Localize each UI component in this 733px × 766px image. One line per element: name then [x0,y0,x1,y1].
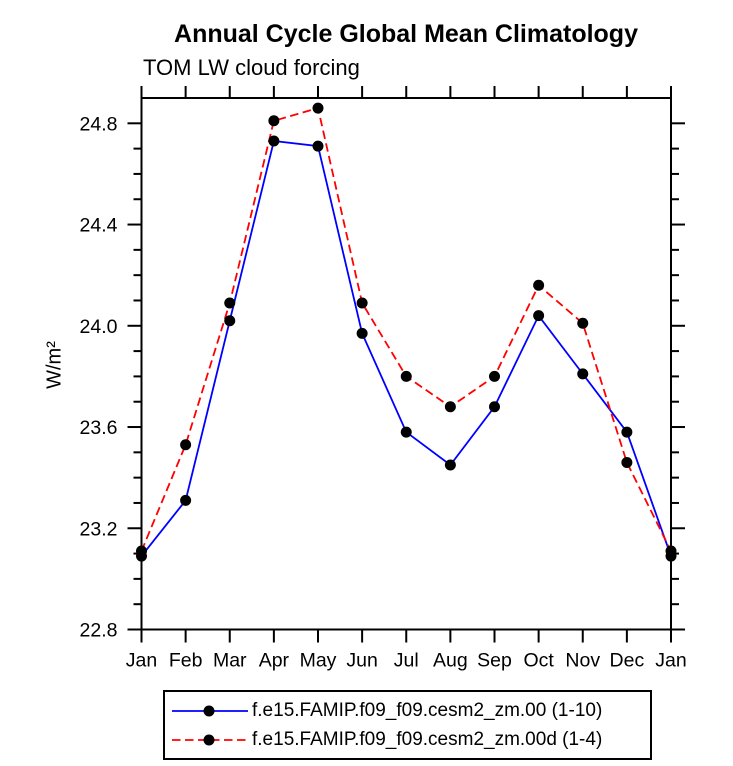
legend-line-sample-solid [172,705,248,716]
data-point-marker [268,115,280,127]
y-tick-label: 24.4 [80,215,118,237]
data-point-marker [621,456,633,468]
data-point-marker [356,327,368,339]
chart-subtitle: TOM LW cloud forcing [143,55,360,80]
data-point-marker [356,297,368,309]
x-tick-label: Sep [477,650,512,672]
data-point-marker [400,370,412,382]
legend-box: f.e15.FAMIP.f09_f09.cesm2_zm.00 (1-10) f… [163,690,652,760]
x-tick-label: Nov [565,650,600,672]
x-tick-label: May [300,650,337,672]
legend-row: f.e15.FAMIP.f09_f09.cesm2_zm.00 (1-10) [168,698,650,724]
x-tick-label: Dec [610,650,645,672]
legend-label: f.e15.FAMIP.f09_f09.cesm2_zm.00 (1-10) [252,699,603,721]
data-point-marker [489,401,500,413]
legend-row: f.e15.FAMIP.f09_f09.cesm2_zm.00d (1-4) [168,727,650,753]
data-point-marker [224,315,236,327]
y-tick-label: 24.8 [80,113,118,135]
data-point-marker [312,102,324,114]
data-point-marker [268,135,280,147]
y-tick-label: 23.6 [80,417,118,439]
x-tick-label: Feb [169,650,203,672]
legend-marker-dot [203,734,215,745]
x-tick-label: Oct [523,650,554,672]
data-point-marker [444,401,456,413]
data-point-marker [224,297,236,309]
data-point-marker [533,310,545,322]
plot-frame [140,97,672,631]
data-point-marker [444,459,456,471]
data-point-marker [180,494,192,506]
series-line-0 [140,140,672,557]
x-tick-label: Jun [346,650,377,672]
x-tick-label: Jan [126,650,157,672]
data-point-marker [489,370,500,382]
x-tick-label: Apr [259,650,290,672]
data-point-marker [577,317,589,329]
legend-marker-dot [203,705,215,716]
y-tick-label: 24.0 [80,316,118,338]
data-point-marker [400,426,412,438]
chart-title: Annual Cycle Global Mean Climatology [174,20,638,48]
data-point-marker [665,545,677,557]
series-line-1 [140,106,672,552]
x-tick-label: Mar [213,650,247,672]
data-point-marker [180,439,192,451]
x-tick-label: Jan [655,650,686,672]
y-tick-label: 23.2 [80,518,118,540]
data-point-marker [621,426,633,438]
data-point-marker [136,545,147,557]
legend-label: f.e15.FAMIP.f09_f09.cesm2_zm.00d (1-4) [252,728,603,750]
y-tick-label: 22.8 [80,620,118,642]
data-point-marker [533,279,545,291]
data-point-marker [577,368,589,380]
legend-line-sample-dashed [172,734,248,745]
x-tick-label: Jul [394,650,419,672]
data-point-marker [312,140,324,152]
x-tick-label: Aug [433,650,468,672]
